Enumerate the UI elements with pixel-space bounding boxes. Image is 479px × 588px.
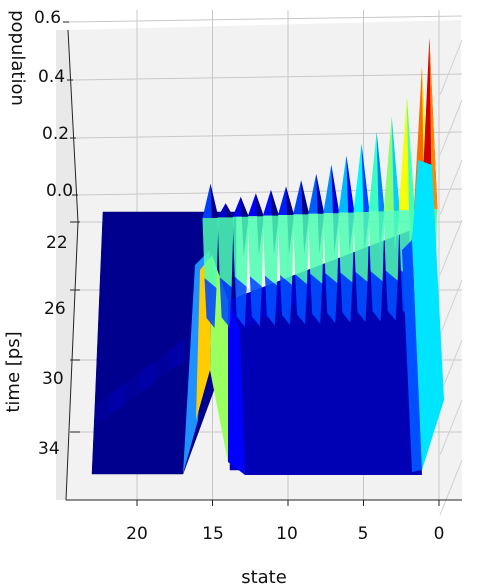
surface-facet [125,372,140,403]
population-peak [383,210,400,281]
population-peak [338,212,355,283]
x-tick-label: 10 [276,524,298,544]
surface-facet [402,240,422,472]
population-peak [264,275,277,326]
population-peak [234,276,247,327]
population-peak [331,164,340,254]
surface-facet [140,361,155,392]
surface-facet [155,350,170,381]
z-tick-labels: 0.0 0.2 0.4 0.6 [34,8,73,201]
population-peak [323,213,340,284]
population-peak [232,216,249,287]
side-pane [56,30,78,500]
y-axis-label: time [ps] [3,331,24,412]
population-peak [310,273,323,324]
grid-line [439,339,463,396]
z-axis-label: population [7,10,28,106]
population-peak [219,277,232,328]
y-tick-label: 26 [44,299,66,319]
population-peak [308,213,325,284]
population-peak [278,215,294,285]
x-tick-label: 5 [358,524,369,544]
population-peak [295,274,308,325]
y-tick-label: 30 [42,369,64,389]
population-peak [325,273,338,324]
population-peak [280,275,292,325]
grid-line [439,399,463,456]
x-axis-label: state [241,567,287,588]
population-peak [262,215,279,286]
grid-line [72,73,463,81]
surface-facet [412,160,444,470]
grid-line [439,159,463,216]
axis-frame [63,21,462,506]
population-peak [340,272,353,323]
y-tick-label: 34 [38,439,60,459]
grid-line [439,459,463,516]
grid-line [439,39,463,96]
z-tick-label: 0.2 [42,124,69,144]
population-peak [202,218,219,288]
y-tick-label: 22 [46,233,68,253]
population-peak [353,212,370,282]
x-tick-label: 0 [434,524,445,544]
surface-facet [95,394,110,425]
x-tick-labels: 20 15 10 5 0 [126,524,444,544]
x-tick-label: 15 [202,524,224,544]
grid-line [75,131,463,139]
population-surface [91,38,444,475]
surface-facet [170,339,185,370]
surface-facet [228,300,245,475]
grid-line [439,219,463,276]
grid-line [68,15,463,23]
population-peak [249,276,262,327]
x-tick-label: 20 [126,524,148,544]
population-peak [370,271,383,322]
z-tick-label: 0.4 [38,67,65,87]
z-tick-label: 0.6 [34,8,61,28]
grid-line [439,99,463,156]
population-peak [247,216,264,287]
grid-line [439,279,463,336]
population-peak [429,38,438,249]
y-tick-labels: 22 26 30 34 [38,233,68,459]
population-peak [217,217,234,288]
population-peak [355,272,368,322]
population-peak [204,278,217,328]
z-tick-label: 0.0 [46,181,73,201]
surface-facet [110,383,125,414]
population-peak [368,211,385,282]
population-peak [385,270,398,321]
population-peak [293,214,310,285]
grid-line [77,188,463,196]
